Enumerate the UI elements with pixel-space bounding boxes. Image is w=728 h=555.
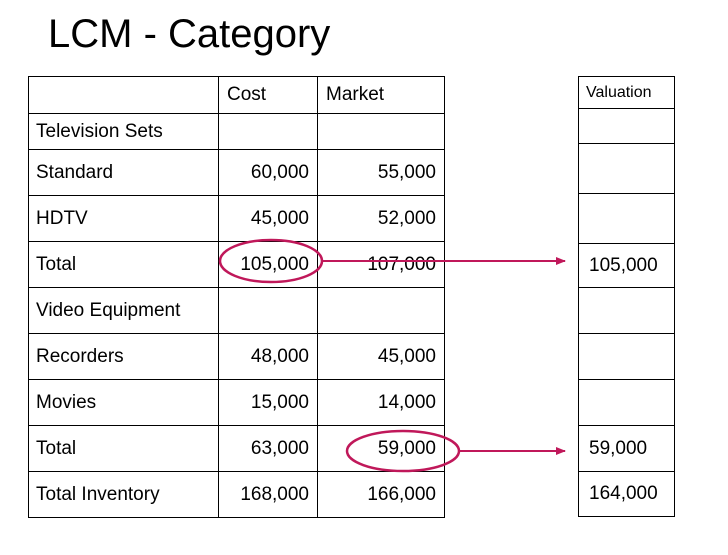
table-row: Total 63,000 59,000 [28, 425, 445, 472]
table-row: Recorders 48,000 45,000 [28, 333, 445, 380]
row-label: Television Sets [28, 113, 219, 150]
row-label: Total [28, 425, 219, 472]
table-row: Movies 15,000 14,000 [28, 379, 445, 426]
valuation-table: Valuation 105,000 59,000 164,000 [578, 76, 675, 517]
cost-cell: 45,000 [218, 195, 318, 242]
row-label: Movies [28, 379, 219, 426]
header-blank-cell [28, 76, 219, 114]
market-cell: 45,000 [317, 333, 445, 380]
row-label: HDTV [28, 195, 219, 242]
market-header: Market [317, 76, 445, 114]
market-cell: 107,000 [317, 241, 445, 288]
cost-header: Cost [218, 76, 318, 114]
table-row: Total 105,000 107,000 [28, 241, 445, 288]
row-label: Total [28, 241, 219, 288]
valuation-cell [578, 108, 675, 144]
highlight-circle [218, 238, 324, 284]
valuation-cell: 164,000 [578, 471, 675, 517]
valuation-cell: 105,000 [578, 243, 675, 288]
row-label: Total Inventory [28, 471, 219, 518]
header-row: Cost Market [28, 76, 445, 114]
lcm-table: Cost Market Television Sets Standard 60,… [28, 76, 445, 518]
table-row: HDTV 45,000 52,000 [28, 195, 445, 242]
market-cell: 166,000 [317, 471, 445, 518]
table-row: Total Inventory 168,000 166,000 [28, 471, 445, 518]
row-label: Standard [28, 149, 219, 196]
valuation-cell [578, 287, 675, 334]
cost-cell: 15,000 [218, 379, 318, 426]
cost-cell: 63,000 [218, 425, 318, 472]
highlight-circle [345, 429, 461, 473]
market-cell: 14,000 [317, 379, 445, 426]
page-title: LCM - Category [48, 12, 331, 56]
